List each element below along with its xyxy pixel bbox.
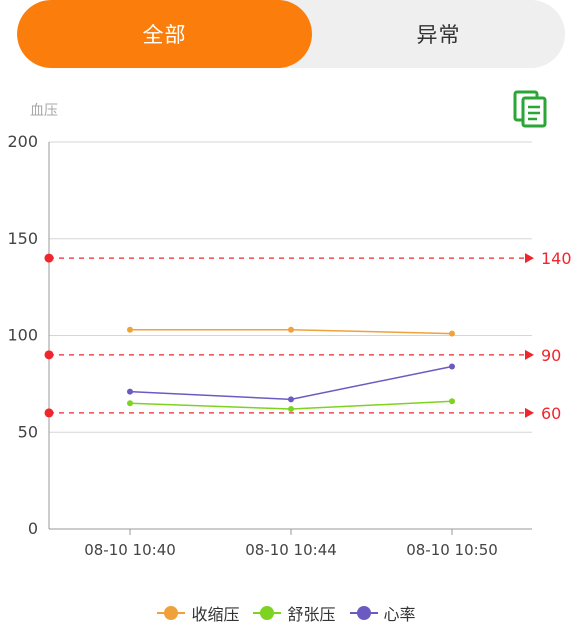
- data-point: [127, 400, 133, 407]
- data-point: [449, 363, 455, 370]
- data-point: [449, 398, 455, 405]
- threshold-label: 60: [541, 404, 561, 423]
- tab-all[interactable]: 全部: [17, 0, 312, 68]
- data-point: [288, 326, 294, 333]
- x-tick-label: 08-10 10:50: [406, 541, 498, 559]
- data-point: [127, 326, 133, 333]
- y-tick-label: 50: [18, 422, 38, 441]
- document-copy-icon[interactable]: [513, 90, 549, 128]
- y-tick-label: 150: [7, 229, 38, 248]
- y-tick-label: 0: [28, 519, 38, 538]
- data-point: [127, 388, 133, 395]
- threshold-start-dot: [44, 408, 54, 418]
- legend-swatch-systolic: [157, 606, 186, 620]
- tab-bar: 全部 异常: [17, 0, 565, 68]
- threshold-arrow: [525, 253, 534, 264]
- chart-legend: 收缩压 舒张压 心率: [0, 600, 573, 626]
- chart-title: 血压: [30, 103, 58, 119]
- legend-label-heart-rate: 心率: [383, 605, 416, 624]
- threshold-arrow: [525, 407, 534, 418]
- legend-swatch-diastolic: [253, 606, 282, 620]
- threshold-start-dot: [44, 350, 54, 360]
- tab-abnormal[interactable]: 异常: [416, 23, 461, 47]
- threshold-label: 140: [541, 249, 572, 268]
- threshold-start-dot: [44, 253, 54, 263]
- data-point: [288, 406, 294, 413]
- legend-item-heart-rate: 心率: [349, 601, 416, 625]
- legend-label-diastolic: 舒张压: [287, 605, 336, 624]
- legend-item-systolic: 收缩压: [157, 601, 239, 625]
- legend-label-systolic: 收缩压: [191, 605, 240, 624]
- threshold-arrow: [525, 349, 534, 360]
- data-point: [288, 396, 294, 403]
- data-point: [449, 330, 455, 337]
- series-line-heart-rate: [129, 365, 453, 401]
- threshold-label: 90: [541, 346, 561, 365]
- y-tick-label: 100: [7, 326, 38, 345]
- y-tick-label: 200: [7, 132, 38, 151]
- blood-pressure-chart: 0 50 100 150 200 08-10 10:40 08-10 10:44 08-10 …: [7, 132, 572, 559]
- legend-swatch-heart-rate: [349, 606, 378, 620]
- x-tick-label: 08-10 10:44: [245, 541, 337, 559]
- legend-item-diastolic: 舒张压: [253, 601, 336, 625]
- x-tick-label: 08-10 10:40: [84, 541, 176, 559]
